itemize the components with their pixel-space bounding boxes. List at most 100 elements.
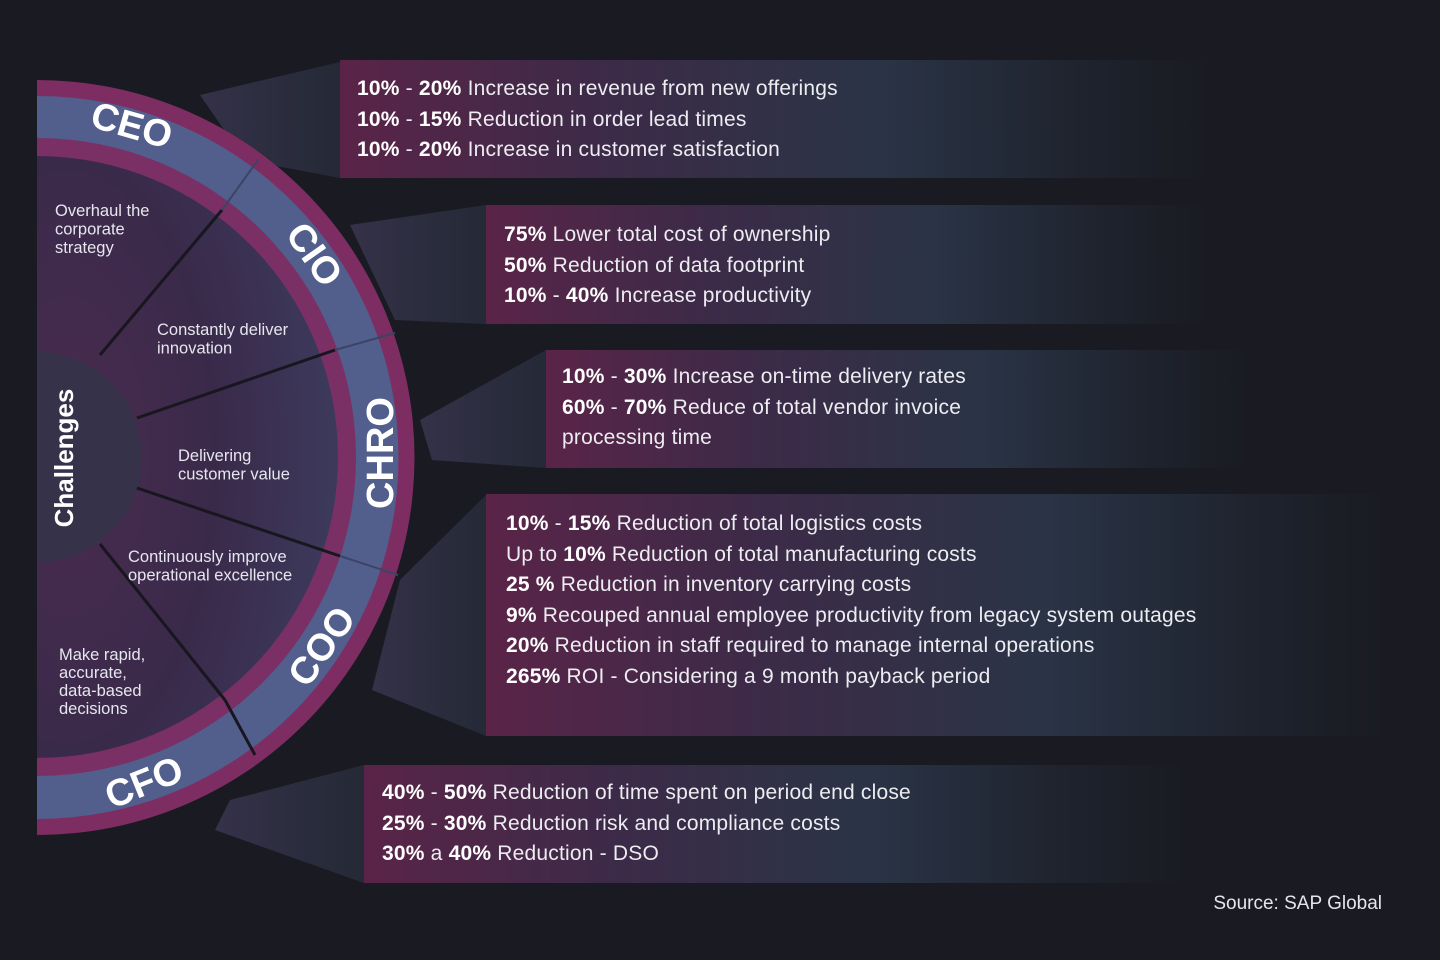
challenge-2: Constantly deliver innovation: [157, 321, 293, 358]
metric-text: Reduction - DSO: [491, 842, 659, 865]
challenge-4: Continuously improve operational excelle…: [128, 548, 292, 585]
metric-value: 30%: [382, 842, 425, 865]
panel-coo-line: 20% Reduction in staff required to manag…: [506, 631, 1196, 662]
panel-cio-line: 10% - 40% Increase productivity: [504, 281, 830, 312]
challenge-2-line-2: innovation: [157, 340, 232, 358]
spoke-3-band: [339, 555, 399, 576]
panel-chro-line: processing time: [562, 423, 966, 454]
challenge-1-line-1: Overhaul the: [55, 202, 149, 220]
beam-cio: [350, 205, 486, 324]
panel-ceo-line: 10% - 20% Increase in customer satisfact…: [357, 135, 838, 166]
metric-text: Reduce of total vendor invoice: [666, 395, 962, 419]
metric-text: Reduction of time spent on period end cl…: [486, 781, 911, 804]
metric-value: 10%: [504, 284, 547, 307]
challenge-5-line-3: data-based: [59, 682, 142, 700]
beam-cfo: [215, 765, 364, 883]
metric-value: 20%: [418, 138, 462, 161]
metric-text: Reduction risk and compliance costs: [486, 811, 841, 835]
metric-text: a: [424, 842, 449, 865]
panel-coo-line: Up to 10% Reduction of total manufacturi…: [506, 540, 1196, 571]
metric-value: 75%: [504, 223, 547, 246]
panel-chro-line: 60% - 70% Reduce of total vendor invoice: [562, 393, 966, 424]
wheel-hub: [37, 352, 142, 562]
metric-value: 9%: [506, 603, 537, 627]
metric-text: Recouped annual employee productivity fr…: [536, 603, 1197, 627]
challenge-4-line-1: Continuously improve: [128, 548, 287, 566]
metric-text: -: [604, 365, 624, 388]
metric-text: -: [424, 781, 444, 804]
panel-coo-text: 10% - 15% Reduction of total logistics c…: [506, 509, 1196, 692]
metric-text: -: [399, 138, 419, 161]
metric-text: Lower total cost of ownership: [546, 223, 831, 246]
metric-value: 60%: [562, 395, 605, 419]
panel-chro: [546, 350, 1246, 468]
metric-text: -: [548, 512, 568, 535]
challenge-2-line-1: Constantly deliver: [157, 321, 289, 339]
panel-cfo-line: 30% a 40% Reduction - DSO: [382, 839, 911, 870]
panel-coo-line: 25 % Reduction in inventory carrying cos…: [506, 570, 1196, 601]
metric-text: ROI - Considering a 9 month payback peri…: [560, 664, 991, 688]
panel-cio-text: 75% Lower total cost of ownership 50% Red…: [504, 220, 830, 312]
panel-ceo-text: 10% - 20% Increase in revenue from new o…: [357, 74, 838, 166]
challenge-3-line-1: Delivering: [178, 447, 251, 465]
metric-text: Reduction in order lead times: [461, 107, 747, 131]
panel-cfo-text: 40% - 50% Reduction of time spent on per…: [382, 778, 911, 870]
metric-value: 10%: [357, 77, 400, 100]
panel-cfo: [364, 765, 1184, 883]
beam-coo: [372, 495, 486, 736]
panel-cfo-line: 40% - 50% Reduction of time spent on per…: [382, 778, 911, 809]
metric-value: 30%: [443, 811, 487, 835]
metric-value: 25 %: [506, 573, 555, 596]
spoke-2: [136, 348, 336, 420]
metric-text: -: [546, 284, 566, 307]
metric-text: -: [399, 77, 419, 100]
metric-value: 265%: [506, 664, 561, 688]
metric-value: 30%: [623, 365, 667, 388]
panel-cio: [486, 205, 1206, 324]
metric-text: -: [399, 107, 419, 131]
metric-text: processing time: [562, 426, 713, 449]
metric-value: 70%: [623, 395, 667, 419]
metric-value: 10%: [506, 512, 549, 535]
panel-ceo-line: 10% - 15% Reduction in order lead times: [357, 105, 838, 136]
panel-chro-text: 10% - 30% Increase on-time delivery rate…: [562, 362, 966, 454]
challenge-5-line-4: decisions: [59, 700, 128, 718]
metric-text: Reduction of data footprint: [546, 253, 805, 277]
metric-text: Increase productivity: [608, 284, 812, 307]
metric-value: 40%: [448, 842, 492, 865]
challenge-5: Make rapid, accurate, data-based decisio…: [59, 646, 150, 718]
metric-text: Up to: [506, 542, 564, 566]
metric-text: Reduction of total manufacturing costs: [605, 542, 977, 566]
metric-value: 10%: [563, 542, 606, 566]
metric-value: 40%: [565, 284, 609, 307]
challenge-5-line-1: Make rapid,: [59, 646, 145, 664]
metric-value: 10%: [357, 138, 400, 161]
metric-value: 50%: [504, 253, 547, 277]
metric-value: 20%: [418, 77, 462, 100]
spoke-1: [98, 209, 224, 356]
challenge-1-line-2: corporate: [55, 221, 125, 239]
spoke-4: [98, 543, 227, 701]
connector-beams: [200, 62, 546, 883]
metric-value: 15%: [418, 107, 462, 131]
panel-ceo-line: 10% - 20% Increase in revenue from new o…: [357, 74, 838, 105]
panel-cio-line: 75% Lower total cost of ownership: [504, 220, 830, 251]
wheel-inner-area: [37, 156, 338, 758]
metric-text: Increase on-time delivery rates: [666, 365, 966, 388]
metric-value: 50%: [443, 781, 487, 804]
center-label: Challenges: [49, 389, 79, 528]
source-note: Source: SAP Global: [1213, 893, 1382, 914]
panel-cfo-line: 25% - 30% Reduction risk and compliance …: [382, 809, 911, 840]
metric-text: Increase in customer satisfaction: [461, 138, 780, 161]
metric-text: Reduction in staff required to manage in…: [548, 634, 1095, 657]
wheel: [37, 80, 415, 835]
panel-cio-line: 50% Reduction of data footprint: [504, 251, 830, 282]
beam-chro: [420, 350, 546, 468]
metric-value: 15%: [567, 512, 611, 535]
metric-value: 10%: [562, 365, 605, 388]
beam-ceo: [200, 62, 340, 178]
spoke-3: [136, 486, 341, 558]
metric-text: Reduction of total logistics costs: [610, 512, 923, 535]
